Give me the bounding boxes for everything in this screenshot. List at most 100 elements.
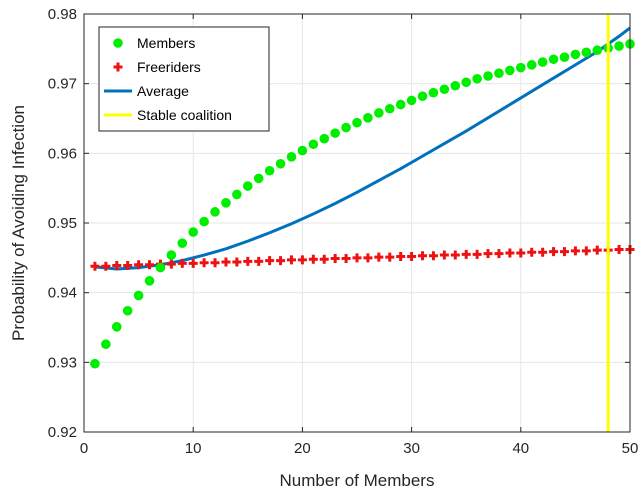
members-marker bbox=[406, 95, 417, 106]
members-marker bbox=[330, 128, 340, 138]
freeriders-marker bbox=[592, 245, 602, 255]
freeriders-marker bbox=[570, 246, 580, 256]
members-marker bbox=[122, 305, 133, 316]
freeriders-marker bbox=[243, 256, 253, 266]
freeriders-marker bbox=[472, 249, 482, 259]
members-marker bbox=[221, 197, 231, 208]
freeriders-marker bbox=[90, 261, 100, 271]
members-marker bbox=[177, 238, 188, 249]
freeriders-marker bbox=[210, 258, 220, 268]
members-marker bbox=[472, 73, 482, 84]
members-marker bbox=[264, 165, 275, 176]
members-marker bbox=[286, 152, 297, 162]
average-line bbox=[94, 26, 631, 271]
x-tick-label: 0 bbox=[80, 440, 88, 457]
y-tick-label: 0.94 bbox=[48, 285, 77, 302]
freeriders-marker bbox=[396, 251, 406, 261]
freeriders-marker bbox=[614, 244, 624, 254]
freeriders-marker bbox=[286, 255, 296, 265]
freeriders-marker bbox=[538, 247, 548, 257]
members-marker bbox=[395, 99, 406, 110]
freeriders-marker bbox=[188, 258, 198, 268]
ticks: 0 10 20 30 40 50 0.92 0.93 0.94 0.95 0.96 0.97 0.98 bbox=[48, 6, 639, 457]
members-marker bbox=[428, 87, 439, 98]
members-marker bbox=[494, 68, 504, 79]
freeriders-marker bbox=[428, 251, 438, 261]
freeriders-marker bbox=[439, 250, 449, 260]
freeriders-marker bbox=[112, 260, 122, 270]
members-marker bbox=[253, 173, 264, 184]
members-marker bbox=[188, 227, 198, 237]
members-marker bbox=[384, 103, 395, 114]
freeriders-marker bbox=[330, 254, 340, 264]
legend-label: Average bbox=[137, 83, 189, 99]
freeriders-marker bbox=[308, 254, 318, 264]
members-marker bbox=[308, 139, 319, 150]
freeriders-marker bbox=[134, 260, 144, 270]
x-tick-label: 30 bbox=[403, 440, 420, 457]
members-marker bbox=[210, 207, 220, 217]
legend-label: Stable coalition bbox=[137, 107, 232, 123]
freeriders-marker bbox=[581, 246, 591, 256]
freeriders-marker bbox=[199, 258, 209, 268]
legend-marker-members bbox=[113, 38, 123, 48]
freeriders-marker bbox=[494, 249, 504, 259]
members-marker bbox=[614, 41, 624, 51]
legend-label: Freeriders bbox=[137, 59, 201, 75]
members-marker bbox=[232, 189, 242, 200]
members-marker bbox=[374, 108, 384, 118]
x-tick-label: 50 bbox=[622, 440, 639, 457]
freeriders-marker bbox=[385, 252, 395, 262]
freeriders-marker bbox=[341, 254, 351, 264]
members-marker bbox=[450, 80, 461, 91]
members-marker bbox=[297, 145, 308, 156]
x-tick-label: 40 bbox=[512, 440, 529, 457]
members-marker bbox=[559, 52, 570, 62]
plot-series bbox=[90, 14, 635, 432]
members-marker bbox=[548, 54, 559, 65]
legend-marker-freeriders bbox=[113, 62, 123, 72]
y-tick-label: 0.98 bbox=[48, 6, 77, 23]
members-marker bbox=[570, 49, 581, 60]
members-marker bbox=[592, 45, 603, 56]
freeriders-marker bbox=[527, 247, 537, 257]
freeriders-marker bbox=[418, 251, 428, 261]
freeriders-marker bbox=[276, 256, 286, 266]
members-marker bbox=[243, 181, 253, 191]
freeriders-marker bbox=[363, 253, 373, 263]
members-marker bbox=[461, 77, 472, 88]
members-marker bbox=[133, 290, 144, 301]
members-marker bbox=[101, 339, 111, 350]
members-marker bbox=[111, 322, 122, 332]
members-marker bbox=[199, 216, 209, 227]
freeriders-marker bbox=[177, 258, 187, 268]
members-marker bbox=[417, 91, 428, 102]
members-marker bbox=[166, 250, 177, 260]
members-marker bbox=[275, 158, 286, 169]
freeriders-marker bbox=[319, 254, 329, 264]
freeriders-marker bbox=[352, 253, 362, 263]
y-tick-label: 0.93 bbox=[48, 354, 77, 371]
y-tick-label: 0.96 bbox=[48, 145, 77, 162]
members-marker bbox=[319, 133, 330, 144]
x-tick-label: 10 bbox=[185, 440, 202, 457]
members-marker bbox=[144, 276, 155, 286]
members-marker bbox=[483, 71, 493, 81]
freeriders-marker bbox=[145, 260, 155, 270]
legend-label: Members bbox=[137, 35, 195, 51]
members-marker bbox=[352, 117, 362, 128]
members-marker bbox=[516, 62, 526, 73]
members-marker bbox=[537, 57, 548, 67]
freeriders-marker bbox=[297, 255, 307, 265]
freeriders-marker bbox=[101, 261, 111, 271]
freeriders-marker bbox=[516, 248, 526, 258]
freeriders-marker bbox=[483, 249, 493, 259]
freeriders-marker bbox=[374, 252, 384, 262]
legend: Members Freeriders Average Stable coalition bbox=[98, 26, 270, 132]
freeriders-marker bbox=[221, 257, 231, 267]
freeriders-marker bbox=[265, 256, 275, 266]
members-marker bbox=[526, 60, 537, 70]
freeriders-marker bbox=[123, 260, 133, 270]
members-marker bbox=[155, 262, 166, 273]
